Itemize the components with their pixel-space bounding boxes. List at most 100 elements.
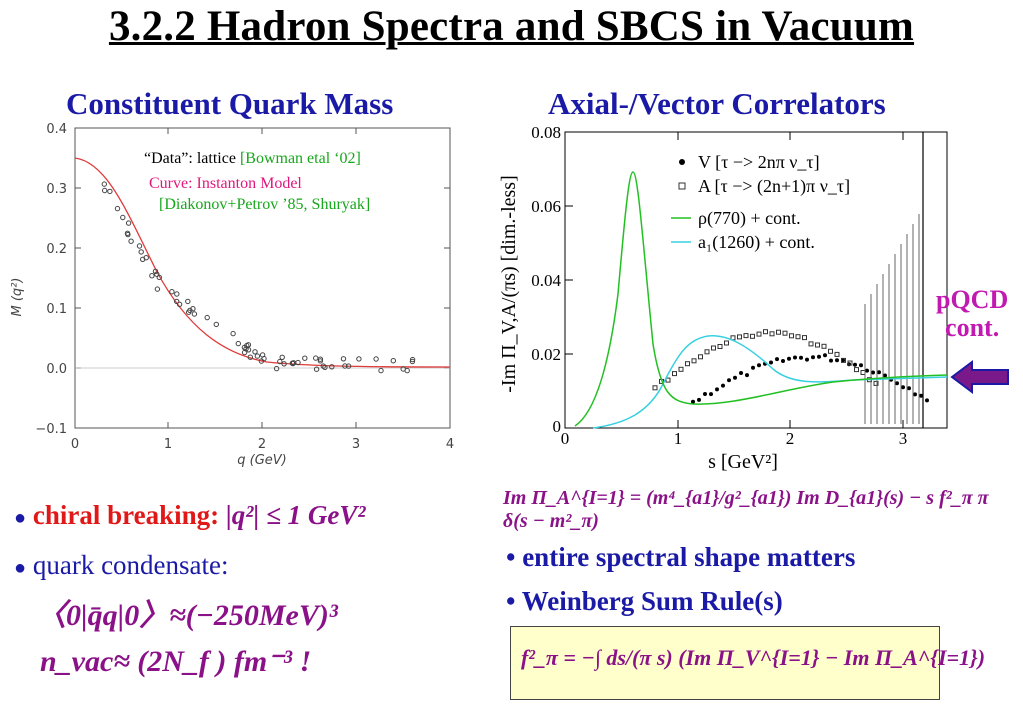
lattice-point [120, 214, 126, 221]
lattice-point [329, 364, 335, 370]
xtick-label: 3 [899, 429, 908, 448]
lattice-point [138, 249, 144, 255]
chiral-expr: |q²| ≤ 1 GeV² [225, 500, 366, 530]
xtick-label: 2 [786, 429, 795, 448]
vector-point [733, 375, 737, 380]
bullet-chiral: ● chiral breaking: |q²| ≤ 1 GeV² [14, 500, 366, 530]
vector-point [751, 365, 755, 370]
lattice-point [342, 363, 348, 369]
ytick-label: 0.3 [46, 182, 67, 197]
data-points [652, 214, 929, 424]
quark-mass-plot-svg: 0.4 0.3 0.2 0.1 0.0 −0.1 0 1 2 3 4 q (Ge… [10, 122, 454, 468]
axial-point [763, 329, 768, 335]
lattice-point [273, 365, 280, 372]
left-heading: Constituent Quark Mass [66, 86, 394, 121]
legend-a: A [τ −> (2n+1)π ν_τ] [698, 176, 850, 197]
legend-a1: a₁(1260) + cont. [698, 232, 815, 253]
vector-point [823, 353, 827, 358]
xtick-label: 4 [446, 437, 454, 452]
ima-eq: Im Π_A^{I=1} = (m⁴_{a1}/g²_{a1}) Im D_{a… [503, 487, 989, 532]
vector-point [883, 373, 887, 378]
y-axis-label: M (q²) [10, 278, 25, 317]
vector-point [781, 359, 785, 363]
lattice-point [176, 301, 183, 308]
vector-point [853, 362, 857, 367]
vector-point [691, 399, 695, 404]
note-data: “Data”: lattice [Bowman etal ‘02] [144, 150, 361, 168]
vector-point [811, 355, 815, 360]
lattice-point [152, 268, 159, 275]
axial-point [737, 334, 742, 340]
vector-point [925, 398, 929, 403]
pqcd-label: pQCD cont. [936, 286, 1008, 342]
axial-point [698, 354, 703, 360]
note-data-ref: [Bowman etal ‘02] [239, 150, 361, 167]
lattice-point [409, 356, 416, 363]
vector-point [775, 357, 779, 362]
axial-point [691, 358, 697, 364]
lattice-point [169, 289, 175, 295]
lattice-point [174, 298, 180, 305]
axial-point [776, 329, 781, 335]
vector-point [721, 383, 725, 388]
lattice-point [302, 355, 308, 361]
xtick-label: 3 [352, 437, 360, 452]
axial-point [815, 342, 820, 348]
axial-point [750, 333, 755, 339]
legend-a-marker [678, 182, 686, 190]
ytick-label: 0.06 [531, 197, 561, 216]
vector-point [907, 386, 911, 391]
correlator-plot-svg: 0.08 0.06 0.04 0.02 0 0 1 2 3 s [GeV²] -… [498, 123, 948, 473]
vector-point [829, 358, 833, 363]
nvac-eq: n_vac≈ (2N_f ) fm⁻³ ! [40, 645, 312, 678]
lattice-point [154, 271, 160, 277]
ytick-label: 0.02 [531, 345, 561, 364]
xtick-label: 1 [164, 437, 172, 452]
lattice-point [230, 330, 236, 337]
ytick-label: 0.0 [46, 362, 67, 377]
bullet-spectral-shape: • entire spectral shape matters [506, 542, 856, 572]
vector-point [697, 397, 701, 402]
axial-point [672, 371, 677, 377]
ytick-label: 0.1 [46, 302, 67, 317]
lattice-point [190, 306, 196, 312]
lattice-point [185, 298, 191, 305]
axial-point [678, 366, 684, 372]
lattice-points [101, 181, 416, 374]
legend-v: V [τ −> 2nπ ν_τ] [698, 152, 820, 172]
lattice-point [317, 358, 324, 364]
lattice-point [191, 311, 198, 317]
quark-mass-plot: 0.4 0.3 0.2 0.1 0.0 −0.1 0 1 2 3 4 q (Ge… [7, 122, 454, 472]
lattice-point [125, 220, 132, 226]
ytick-label: 0.04 [531, 271, 561, 290]
weinberg-sum-rule-box: f²_π = −∫ ds/(π s) (Im Π_V^{I=1} − Im Π_… [510, 626, 985, 700]
lattice-point [290, 360, 296, 367]
axial-point [652, 385, 658, 391]
axial-point [782, 330, 788, 336]
lattice-point [107, 188, 113, 195]
right-heading: Axial-/Vector Correlators [548, 86, 886, 121]
xtick-label: 2 [258, 437, 266, 452]
axial-point [743, 333, 749, 339]
slide-title: 3.2.2 Hadron Spectra and SBCS in Vacuum [108, 3, 915, 50]
vector-point [757, 363, 761, 368]
axial-point [802, 335, 807, 341]
lattice-point [313, 355, 319, 361]
vector-point [871, 370, 875, 375]
vector-point [745, 373, 749, 378]
lattice-point [279, 354, 285, 361]
vector-point [769, 360, 773, 365]
ytick-label: −0.1 [35, 422, 67, 437]
lattice-point [174, 291, 180, 297]
lattice-point [149, 273, 155, 279]
ytick-label: 0.4 [46, 122, 67, 137]
lattice-point [114, 205, 121, 212]
lattice-point [252, 349, 258, 355]
y-axis-label: -Im Π_V,A/(πs) [dim.-less] [498, 175, 520, 392]
lattice-point [213, 321, 220, 328]
xtick-label: 1 [674, 429, 683, 448]
axial-point [717, 344, 723, 349]
bullet-condensate: ● quark condensate: [14, 550, 229, 580]
pqcd-label-line1: pQCD [936, 285, 1009, 314]
pqcd-label-line2: cont. [945, 313, 1000, 342]
